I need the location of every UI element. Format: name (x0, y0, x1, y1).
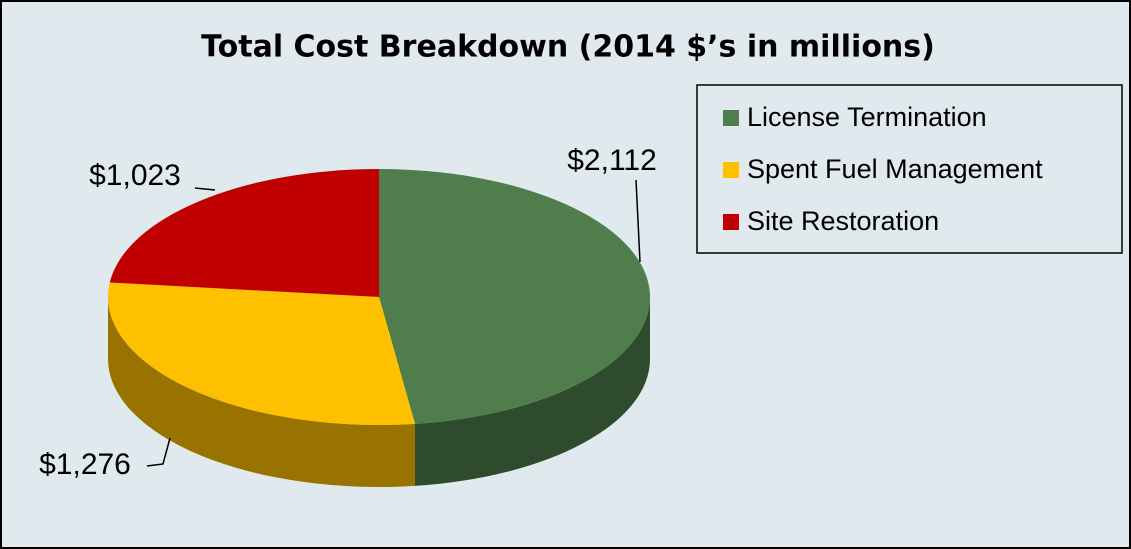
data-label: $1,276 (39, 448, 131, 481)
data-label: $2,112 (567, 144, 657, 177)
legend-swatch (723, 214, 739, 230)
pie-slice (107, 282, 415, 425)
pie-side (414, 297, 650, 486)
legend-label: Site Restoration (747, 206, 939, 236)
pie-slice (109, 169, 379, 297)
leader-line (635, 179, 641, 263)
pie-side (108, 297, 415, 487)
legend-label: Spent Fuel Management (747, 154, 1043, 184)
data-label: $1,023 (89, 159, 181, 192)
legend-label: License Termination (747, 102, 987, 132)
legend-swatch (723, 162, 739, 178)
leader-line (146, 437, 171, 467)
pie-slice (379, 169, 650, 424)
legend-swatch (723, 110, 739, 126)
leader-line (194, 187, 216, 191)
legend-box (696, 84, 1123, 254)
chart-title: Total Cost Breakdown (2014 $’s in millio… (201, 30, 935, 65)
